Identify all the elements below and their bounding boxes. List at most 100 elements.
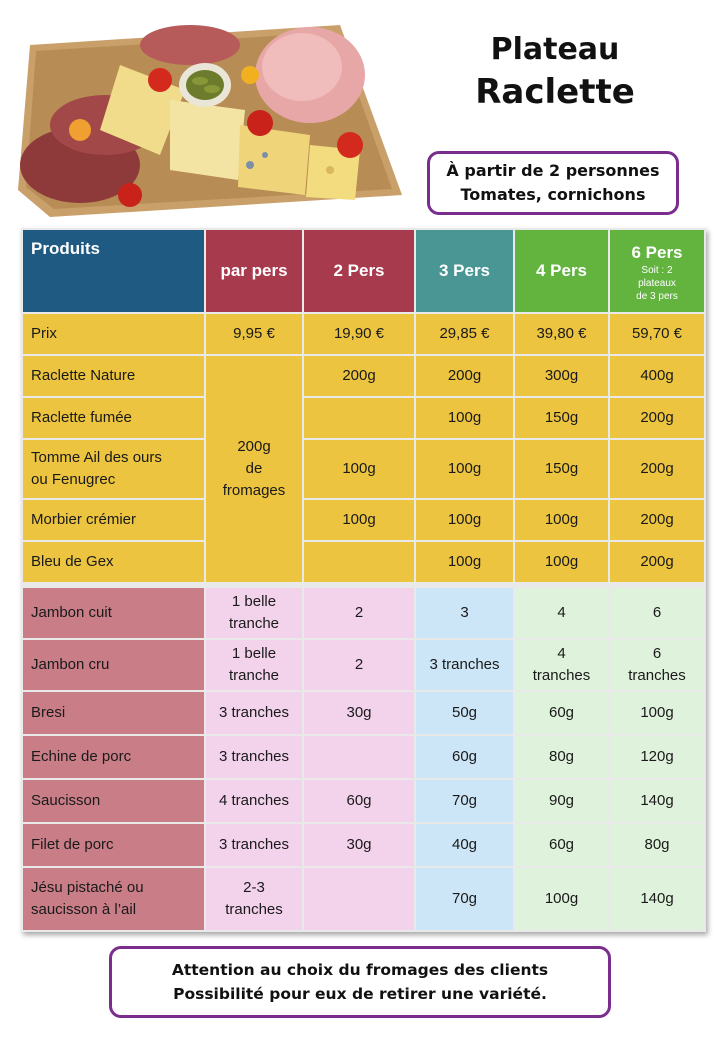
- meat-row-3-pers: 70g: [416, 780, 513, 822]
- meat-row-3-pers: 70g: [416, 868, 513, 930]
- header-3-pers: 3 Pers: [416, 230, 513, 312]
- meat-row-par-pers: 1 belle tranche: [206, 588, 302, 638]
- header-par-pers: par pers: [206, 230, 302, 312]
- meat-row-3-pers-text: 60g: [451, 748, 478, 765]
- meat-row-4-pers-text: 4: [557, 645, 566, 662]
- cheese-row-3-pers-text: 100g: [447, 553, 482, 570]
- meat-row-6-pers-text: 100g: [640, 704, 674, 721]
- cheese-row-6-pers-text: 200g: [640, 409, 674, 426]
- meat-row-6-pers-text: 140g: [640, 792, 674, 809]
- cheese-row-6-pers: 200g: [610, 440, 704, 498]
- meat-row-3-pers: 3 tranches: [416, 640, 513, 690]
- cheese-row-label-text: Raclette fumée: [31, 409, 132, 426]
- price-2-pers: 19,90 €: [304, 314, 414, 354]
- price-4-pers-text: 39,80 €: [536, 325, 587, 342]
- meat-row-6-pers-text: 120g: [640, 748, 674, 765]
- header-2-pers: 2 Pers: [304, 230, 414, 312]
- cheese-row-4-pers: 150g: [515, 398, 608, 438]
- meat-row-6-pers-text: 6: [652, 645, 662, 662]
- meat-row-2-pers-text: 2: [354, 604, 364, 621]
- cheese-row-6-pers: 200g: [610, 500, 704, 540]
- meat-row-label: Filet de porc: [23, 824, 204, 866]
- meat-row-par-pers: 3 tranches: [206, 692, 302, 734]
- cheese-row-2-pers: [304, 398, 414, 438]
- cheese-row-4-pers: 100g: [515, 542, 608, 582]
- cheese-row-3-pers: 100g: [416, 398, 513, 438]
- meat-row-2-pers-text: 30g: [346, 704, 372, 721]
- cheese-row-label: Morbier crémier: [23, 500, 204, 540]
- price-2-pers-text: 19,90 €: [333, 325, 385, 342]
- cheese-row-label: Tomme Ail des ours ou Fenugrec: [23, 440, 204, 498]
- meat-row-6-pers: 6: [610, 588, 704, 638]
- cheese-row-label-text: Bleu de Gex: [31, 553, 114, 570]
- cheese-row-label: Raclette fumée: [23, 398, 204, 438]
- meat-row-6-pers-text: tranches: [628, 667, 686, 684]
- cheese-row-2-pers: 100g: [304, 440, 414, 498]
- meat-row-3-pers: 40g: [416, 824, 513, 866]
- cheese-row-2-pers: 100g: [304, 500, 414, 540]
- meat-row-par-pers-text: tranches: [225, 901, 283, 918]
- title-line-1: Plateau: [490, 32, 620, 67]
- meat-row-par-pers-text: 4 tranches: [218, 792, 290, 809]
- cheese-row-3-pers: 100g: [416, 440, 513, 498]
- meat-row-par-pers: 3 tranches: [206, 824, 302, 866]
- meat-row-6-pers: 100g: [610, 692, 704, 734]
- cheese-row-label: Raclette Nature: [23, 356, 204, 396]
- meat-row-4-pers: 100g: [515, 868, 608, 930]
- meat-row-label-text: Bresi: [31, 704, 66, 721]
- header-6-pers: 6 Pers Soit : 2 plateaux de 3 pers: [610, 230, 704, 312]
- cheese-par-pers-merged-text: 200g: [237, 438, 271, 455]
- meat-row-6-pers: 120g: [610, 736, 704, 778]
- meat-row-3-pers: 3: [416, 588, 513, 638]
- meat-row-4-pers-text: 4: [557, 604, 566, 621]
- footer-line-2: Possibilité pour eux de retirer une vari…: [173, 985, 547, 1003]
- meat-row-6-pers-text: 80g: [644, 836, 670, 853]
- price-6-pers-text: 59,70 €: [631, 325, 683, 342]
- meat-row-2-pers: 30g: [304, 824, 414, 866]
- cheese-row-label: Bleu de Gex: [23, 542, 204, 582]
- header-6-pers-note-1: Soit : 2: [641, 264, 673, 276]
- cheese-row-4-pers: 100g: [515, 500, 608, 540]
- header-produits: Produits: [23, 230, 204, 312]
- meat-row-4-pers-text: 90g: [548, 792, 575, 809]
- cheese-row-4-pers-text: 150g: [544, 460, 579, 477]
- price-par-pers-text: 9,95 €: [233, 325, 275, 342]
- meat-row-par-pers-text: tranche: [228, 615, 280, 632]
- price-3-pers: 29,85 €: [416, 314, 513, 354]
- footer-line-1: Attention au choix du fromages des clien…: [171, 961, 549, 979]
- meat-row-label: Jambon cuit: [23, 588, 204, 638]
- meat-row-2-pers-text: 30g: [346, 836, 372, 853]
- meat-row-par-pers-text: 3 tranches: [218, 836, 290, 853]
- meat-row-3-pers: 50g: [416, 692, 513, 734]
- meat-row-label-text: Saucisson: [31, 792, 101, 809]
- cheese-row-3-pers-text: 200g: [447, 367, 482, 384]
- price-label-text: Prix: [31, 325, 57, 342]
- cheese-row-6-pers-text: 200g: [640, 553, 674, 570]
- meat-row-4-pers: 4 tranches: [515, 640, 608, 690]
- raclette-platter-photo: [18, 25, 402, 217]
- price-label: Prix: [23, 314, 204, 354]
- meat-row-par-pers: 1 belle tranche: [206, 640, 302, 690]
- price-4-pers: 39,80 €: [515, 314, 608, 354]
- meat-row-par-pers-text: 1 belle: [231, 645, 277, 662]
- cheese-row-6-pers-text: 200g: [640, 511, 674, 528]
- cheese-row-label-text: ou Fenugrec: [31, 471, 116, 488]
- meat-row-2-pers: [304, 868, 414, 930]
- meat-row-label: Saucisson: [23, 780, 204, 822]
- meat-row-label: Jésu pistaché ou saucisson à l’ail: [23, 868, 204, 930]
- cheese-row-label-text: Raclette Nature: [31, 367, 136, 384]
- meat-row-label-text: Echine de porc: [31, 748, 132, 765]
- meat-row-2-pers-text: 60g: [346, 792, 372, 809]
- cheese-row-4-pers-text: 300g: [544, 367, 579, 384]
- price-6-pers: 59,70 €: [610, 314, 704, 354]
- cheese-row-4-pers-text: 150g: [544, 409, 579, 426]
- meat-row-3-pers-text: 70g: [451, 792, 478, 809]
- meat-row-6-pers-text: 6: [652, 604, 662, 621]
- meat-row-par-pers: 4 tranches: [206, 780, 302, 822]
- meat-row-4-pers: 80g: [515, 736, 608, 778]
- meat-row-3-pers-text: 40g: [451, 836, 478, 853]
- meat-row-par-pers: 3 tranches: [206, 736, 302, 778]
- meat-row-par-pers: 2-3 tranches: [206, 868, 302, 930]
- cheese-row-6-pers: 200g: [610, 398, 704, 438]
- meat-row-6-pers-text: 140g: [640, 890, 674, 907]
